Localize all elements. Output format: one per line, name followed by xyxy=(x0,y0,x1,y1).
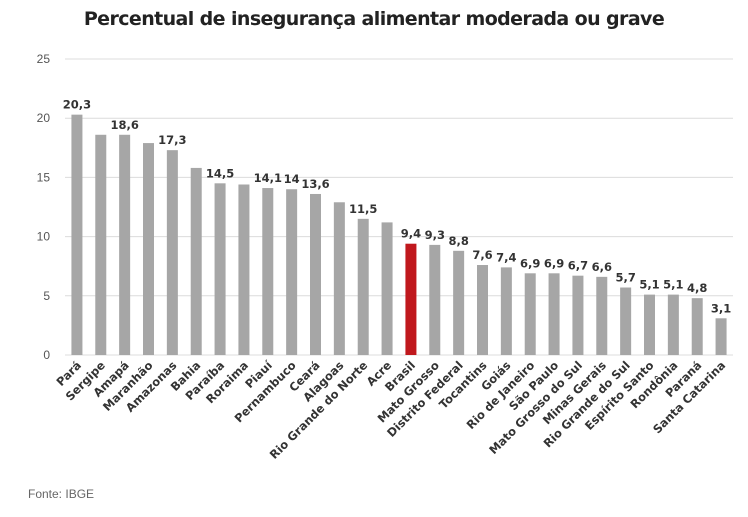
bar xyxy=(333,202,345,355)
y-tick-label: 20 xyxy=(37,111,51,125)
bar xyxy=(381,222,393,355)
bar xyxy=(310,193,321,355)
bar xyxy=(214,183,226,355)
data-label: 11,5 xyxy=(349,202,377,216)
data-label: 6,7 xyxy=(568,259,588,273)
source-note: Fonte: IBGE xyxy=(28,487,95,501)
gridlines xyxy=(65,58,733,356)
data-label: 14 xyxy=(284,172,300,186)
y-tick-label: 5 xyxy=(43,289,50,303)
data-label: 5,1 xyxy=(639,278,659,292)
y-tick-label: 10 xyxy=(37,230,51,244)
data-label: 20,3 xyxy=(63,98,91,112)
bar xyxy=(453,250,465,355)
bar xyxy=(405,243,417,355)
bar xyxy=(477,265,488,355)
y-tick-label: 0 xyxy=(43,348,50,362)
data-label: 17,3 xyxy=(158,133,186,147)
bar xyxy=(691,298,703,355)
data-label: 6,9 xyxy=(520,256,540,270)
bars xyxy=(71,114,727,355)
bar xyxy=(715,318,727,355)
data-label: 9,4 xyxy=(401,227,421,241)
bar xyxy=(572,275,584,355)
data-label: 13,6 xyxy=(301,177,329,191)
bar xyxy=(238,184,250,355)
bar xyxy=(166,150,178,355)
bar xyxy=(667,294,679,355)
data-label: 4,8 xyxy=(687,281,707,295)
bar xyxy=(429,244,441,355)
data-label: 7,6 xyxy=(472,248,492,262)
bar xyxy=(119,134,131,355)
y-tick-label: 25 xyxy=(37,52,51,66)
bar xyxy=(357,218,369,355)
bar xyxy=(500,267,512,355)
bar xyxy=(262,188,274,355)
data-label: 6,9 xyxy=(544,256,564,270)
y-axis-ticks: 0 5 10 15 20 25 xyxy=(37,52,51,362)
data-label: 9,3 xyxy=(425,228,445,242)
data-label: 5,7 xyxy=(615,271,635,285)
data-label: 7,4 xyxy=(496,250,516,264)
bar xyxy=(620,287,632,355)
bar xyxy=(71,114,83,355)
chart-title: Percentual de insegurança alimentar mode… xyxy=(83,8,665,30)
x-axis-labels: ParáSergipeAmapáMaranhãoAmazonasBahiaPar… xyxy=(53,357,728,461)
data-label: 18,6 xyxy=(110,118,138,132)
bar xyxy=(95,134,107,355)
bar xyxy=(548,273,560,355)
data-label: 14,5 xyxy=(206,166,234,180)
data-label: 3,1 xyxy=(711,301,731,315)
data-label: 14,1 xyxy=(254,171,282,185)
bar xyxy=(143,143,154,355)
data-label: 6,6 xyxy=(592,260,612,274)
bar xyxy=(524,273,536,355)
data-labels: 20,3 18,6 17,3 14,5 14,1 14 13,6 11,5 9,4 9,3 8,8 7… xyxy=(63,98,732,316)
bar xyxy=(644,294,655,355)
bar xyxy=(286,189,298,355)
y-tick-label: 15 xyxy=(37,170,51,184)
bar xyxy=(596,276,608,355)
data-label: 8,8 xyxy=(448,234,468,248)
data-label: 5,1 xyxy=(663,278,683,292)
bar xyxy=(190,167,202,355)
